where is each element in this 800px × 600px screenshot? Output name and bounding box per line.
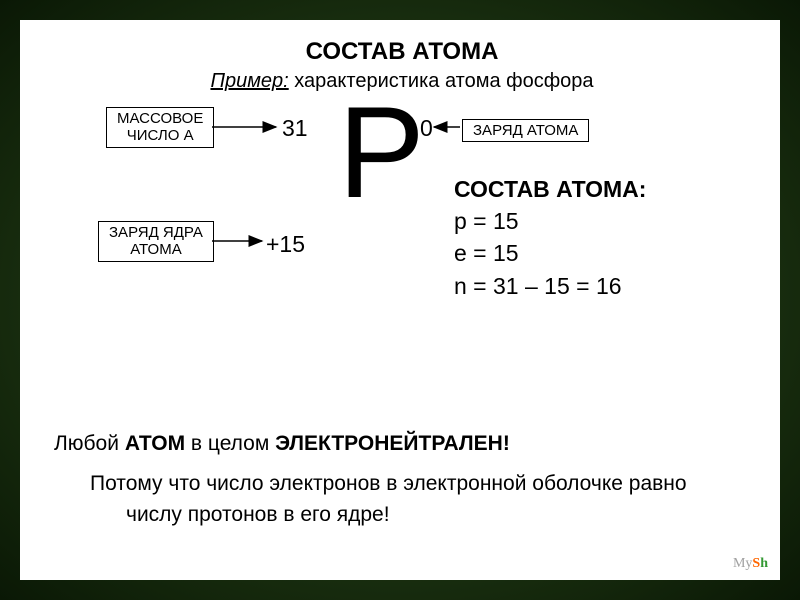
mass-number-label: МАССОВОЕЧИСЛО А xyxy=(106,107,214,148)
atom-charge-label: ЗАРЯД АТОМА xyxy=(462,119,589,142)
t-bold: АТОМ xyxy=(125,432,185,455)
composition-line: p = 15 xyxy=(454,205,646,237)
footer-line2: Потому что число электронов в электронно… xyxy=(90,469,744,530)
element-symbol: P xyxy=(338,77,425,227)
nucleus-charge-label: ЗАРЯД ЯДРААТОМА xyxy=(98,221,214,262)
subtitle-prefix: Пример: xyxy=(210,70,288,92)
logo: MySh xyxy=(733,556,768,572)
mass-value: 31 xyxy=(282,115,308,142)
t: Любой xyxy=(54,432,125,455)
logo-my: My xyxy=(733,556,752,571)
footer-text: Любой АТОМ в целом ЭЛЕКТРОНЕЙТРАЛЕН! Пот… xyxy=(54,429,744,530)
logo-h: h xyxy=(760,556,768,571)
composition-line: e = 15 xyxy=(454,237,646,269)
composition-heading: СОСТАВ АТОМА: xyxy=(454,173,646,205)
mass-number-text: МАССОВОЕЧИСЛО А xyxy=(117,110,203,144)
subtitle-rest: характеристика атома фосфора xyxy=(289,70,594,92)
title: СОСТАВ АТОМА xyxy=(54,38,750,66)
composition-block: СОСТАВ АТОМА: p = 15 e = 15 n = 31 – 15 … xyxy=(454,173,646,302)
nucleus-charge-value: +15 xyxy=(266,231,305,258)
atom-diagram: МАССОВОЕЧИСЛО А ЗАРЯД АТОМА ЗАРЯД ЯДРААТ… xyxy=(54,103,750,343)
footer-line1: Любой АТОМ в целом ЭЛЕКТРОНЕЙТРАЛЕН! xyxy=(54,429,744,459)
atom-charge-text: ЗАРЯД АТОМА xyxy=(473,122,578,139)
nucleus-charge-text: ЗАРЯД ЯДРААТОМА xyxy=(109,224,203,258)
t: в целом xyxy=(185,432,275,455)
t-bold: ЭЛЕКТРОНЕЙТРАЛЕН! xyxy=(275,432,510,455)
slide: СОСТАВ АТОМА Пример: характеристика атом… xyxy=(20,20,780,580)
composition-line: n = 31 – 15 = 16 xyxy=(454,270,646,302)
